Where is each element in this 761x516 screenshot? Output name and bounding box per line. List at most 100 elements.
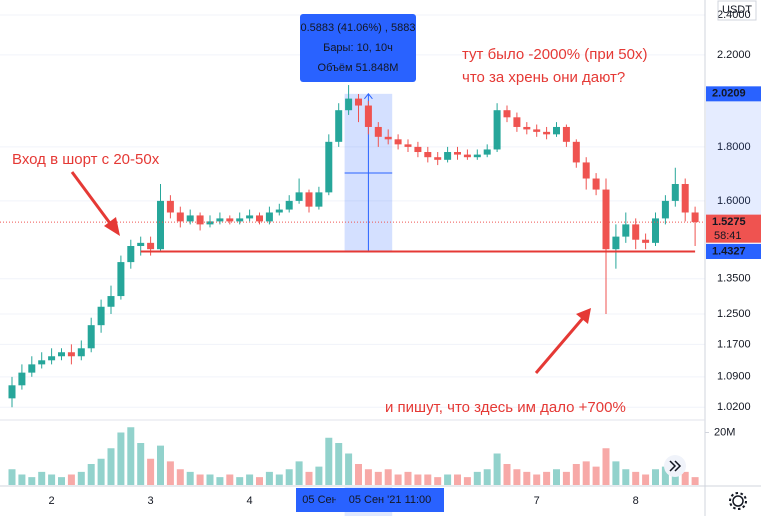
volume-bar bbox=[315, 466, 323, 485]
candle-body bbox=[632, 224, 640, 240]
candle-body bbox=[592, 178, 600, 190]
y-tick-label: 1.0200 bbox=[717, 401, 751, 413]
y-tick-label: 1.1700 bbox=[717, 338, 751, 350]
volume-bar bbox=[107, 448, 115, 485]
candle-body bbox=[473, 154, 481, 158]
volume-bar bbox=[58, 477, 65, 485]
candle-body bbox=[671, 184, 679, 201]
price-label-box bbox=[706, 214, 761, 243]
volume-bar bbox=[38, 471, 46, 485]
volume-bar bbox=[572, 464, 580, 485]
candle-body bbox=[394, 139, 402, 145]
volume-bar bbox=[691, 477, 699, 485]
settings[interactable] bbox=[729, 492, 747, 510]
candle-body bbox=[523, 126, 531, 130]
candle-body bbox=[127, 246, 135, 263]
currency: USDT bbox=[722, 4, 752, 16]
candle-body bbox=[186, 215, 194, 222]
volume-bar bbox=[28, 477, 36, 485]
volume-bar bbox=[335, 443, 343, 485]
volume-bar bbox=[236, 477, 244, 485]
grid bbox=[0, 14, 705, 408]
candle-body bbox=[206, 221, 214, 225]
volume-bar bbox=[176, 469, 184, 485]
candle-body bbox=[503, 110, 511, 118]
y-tick-label: 1.8000 bbox=[717, 141, 751, 153]
time-label: 05 Сен '21 11:00 bbox=[349, 494, 432, 506]
volume-bar bbox=[523, 471, 531, 485]
x-tick-label: 3 bbox=[148, 495, 154, 507]
currency-box[interactable] bbox=[717, 0, 757, 21]
candle-body bbox=[285, 200, 293, 210]
volume-bar bbox=[582, 461, 590, 485]
marks bbox=[0, 85, 705, 485]
candle-body bbox=[602, 189, 610, 250]
volume-bar bbox=[137, 443, 145, 485]
candle-body bbox=[196, 215, 204, 225]
volume-bar bbox=[374, 471, 382, 485]
volume-bar bbox=[295, 461, 303, 485]
x-tick-label: 7 bbox=[534, 495, 540, 507]
y-tick-label: 1.6000 bbox=[717, 195, 751, 207]
candle-body bbox=[483, 149, 491, 155]
price-label: 1.5275 bbox=[712, 216, 746, 228]
candle-body bbox=[216, 218, 224, 222]
candle-body bbox=[275, 209, 283, 213]
button-icon bbox=[669, 460, 682, 472]
candle-body bbox=[642, 239, 650, 243]
measure-text: Бары: 10, 10ч bbox=[323, 42, 393, 54]
measure-arrow bbox=[364, 93, 373, 100]
candle-body bbox=[117, 262, 125, 297]
candle-body bbox=[384, 136, 392, 140]
volume-bar bbox=[622, 469, 630, 485]
candle-body bbox=[77, 348, 85, 357]
volume-bar bbox=[67, 474, 75, 485]
volume-bar bbox=[562, 471, 570, 485]
volume-bar bbox=[513, 469, 521, 485]
scroll-button[interactable] bbox=[664, 455, 686, 477]
price-label: 1.4327 bbox=[712, 245, 746, 257]
gear[interactable] bbox=[732, 495, 744, 507]
volume-bar bbox=[394, 474, 402, 485]
candle-body bbox=[374, 126, 382, 137]
candle-body bbox=[315, 192, 323, 207]
volume-bar bbox=[117, 432, 125, 485]
candle-body bbox=[355, 98, 362, 106]
volume-bar bbox=[196, 474, 204, 485]
candle-body bbox=[493, 110, 501, 150]
candle-body bbox=[454, 152, 461, 155]
volume-bar bbox=[543, 471, 551, 485]
volume-bar bbox=[483, 469, 491, 485]
volume-bar bbox=[661, 466, 669, 485]
volume-bar bbox=[612, 461, 620, 485]
volume-bar bbox=[642, 474, 650, 485]
candle-body bbox=[533, 129, 541, 132]
candle-body bbox=[147, 242, 155, 250]
volume-bar bbox=[18, 474, 26, 485]
volume-bar bbox=[127, 427, 135, 485]
volume-bar bbox=[97, 458, 105, 485]
x-tick-label: 2 bbox=[49, 495, 55, 507]
volume-bar bbox=[424, 474, 432, 485]
volume-bar bbox=[602, 448, 610, 485]
y-tick-label: 2.2000 bbox=[717, 49, 751, 61]
volume-bar bbox=[157, 445, 164, 485]
y-tick-label: 2.4000 bbox=[717, 9, 751, 21]
candle-body bbox=[48, 356, 56, 361]
candle-body bbox=[18, 372, 26, 386]
candle-body bbox=[256, 215, 263, 222]
candle-body bbox=[424, 152, 432, 158]
annotations: Вход в шорт с 20-50x тут было -2000% (пр… bbox=[12, 46, 647, 416]
y-tick-label: 1.0900 bbox=[717, 371, 751, 383]
volume-bar bbox=[632, 471, 640, 485]
candle-body bbox=[681, 184, 689, 213]
candle-body bbox=[166, 200, 174, 213]
candle-body bbox=[553, 126, 560, 135]
volume-bar bbox=[186, 471, 194, 485]
candle-body bbox=[38, 360, 46, 365]
axis: 1.0200 1.0900 1.1700 1.2500 1.3500 1.6000 1.80… bbox=[49, 9, 761, 516]
x-tick-label: 8 bbox=[633, 495, 639, 507]
time-label: 05 Сен bbox=[302, 494, 337, 506]
volume-bar bbox=[265, 471, 273, 485]
